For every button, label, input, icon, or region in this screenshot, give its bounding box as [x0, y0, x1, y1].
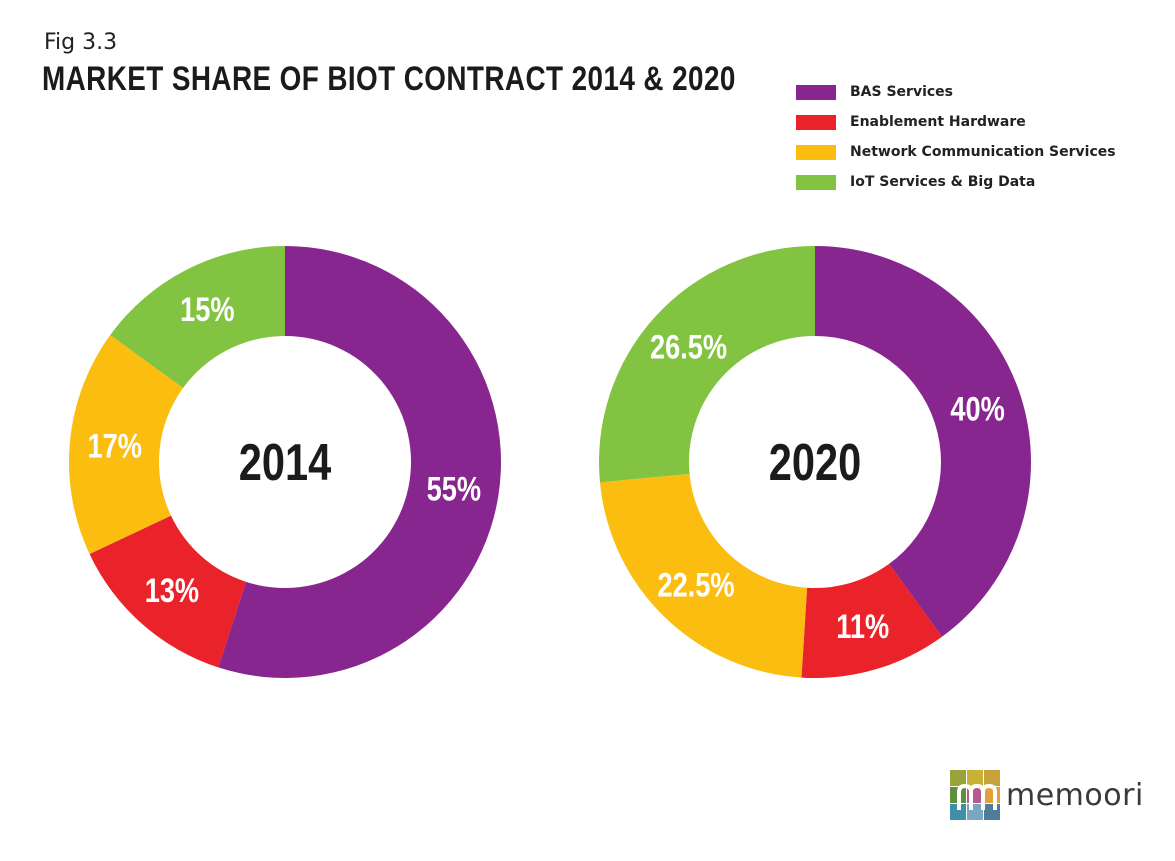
slice-label-2020-enablement-hardware: 11%	[836, 607, 889, 646]
memoori-logo-mark-icon	[950, 770, 1000, 820]
slice-label-2014-iot-services-big-data: 15%	[180, 290, 234, 329]
legend: BAS Services Enablement Hardware Network…	[796, 77, 1116, 197]
slice-2014-bas-services	[218, 246, 502, 678]
legend-swatch-enablement-hardware	[796, 114, 836, 130]
legend-label-network-communication-services: Network Communication Services	[850, 144, 1116, 160]
slice-2020-network-communication-services	[599, 473, 808, 678]
legend-label-enablement-hardware: Enablement Hardware	[850, 114, 1026, 130]
slice-label-2020-iot-services-big-data: 26.5%	[650, 328, 727, 367]
chart-title: MARKET SHARE OF BIOT CONTRACT 2014 & 202…	[42, 60, 736, 98]
legend-swatch-network-communication-services	[796, 144, 836, 160]
slice-label-2014-enablement-hardware: 13%	[145, 571, 199, 610]
slice-label-2020-network-communication-services: 22.5%	[657, 565, 734, 604]
memoori-logo-text: memoori	[1006, 777, 1144, 813]
slice-2020-enablement-hardware	[801, 563, 942, 678]
legend-item-enablement-hardware: Enablement Hardware	[796, 107, 1116, 137]
legend-label-bas-services: BAS Services	[850, 84, 953, 100]
legend-item-iot-services-big-data: IoT Services & Big Data	[796, 167, 1116, 197]
figure-number: Fig 3.3	[44, 30, 118, 55]
slice-label-2014-network-communication-services: 17%	[88, 427, 142, 466]
donut-center-label-2020: 2020	[769, 433, 862, 492]
slice-2020-iot-services-big-data	[599, 246, 815, 483]
memoori-logo: memoori	[950, 770, 1144, 820]
slice-label-2020-bas-services: 40%	[950, 390, 1004, 429]
slice-2014-network-communication-services	[69, 335, 184, 554]
legend-swatch-iot-services-big-data	[796, 174, 836, 190]
legend-label-iot-services-big-data: IoT Services & Big Data	[850, 174, 1036, 190]
slice-2014-iot-services-big-data	[110, 246, 286, 388]
legend-item-network-communication-services: Network Communication Services	[796, 137, 1116, 167]
slice-2014-enablement-hardware	[89, 515, 247, 668]
slice-2020-bas-services	[815, 246, 1031, 637]
slice-label-2014-bas-services: 55%	[427, 469, 481, 508]
legend-item-bas-services: BAS Services	[796, 77, 1116, 107]
donut-center-label-2014: 2014	[239, 433, 332, 492]
legend-swatch-bas-services	[796, 84, 836, 100]
